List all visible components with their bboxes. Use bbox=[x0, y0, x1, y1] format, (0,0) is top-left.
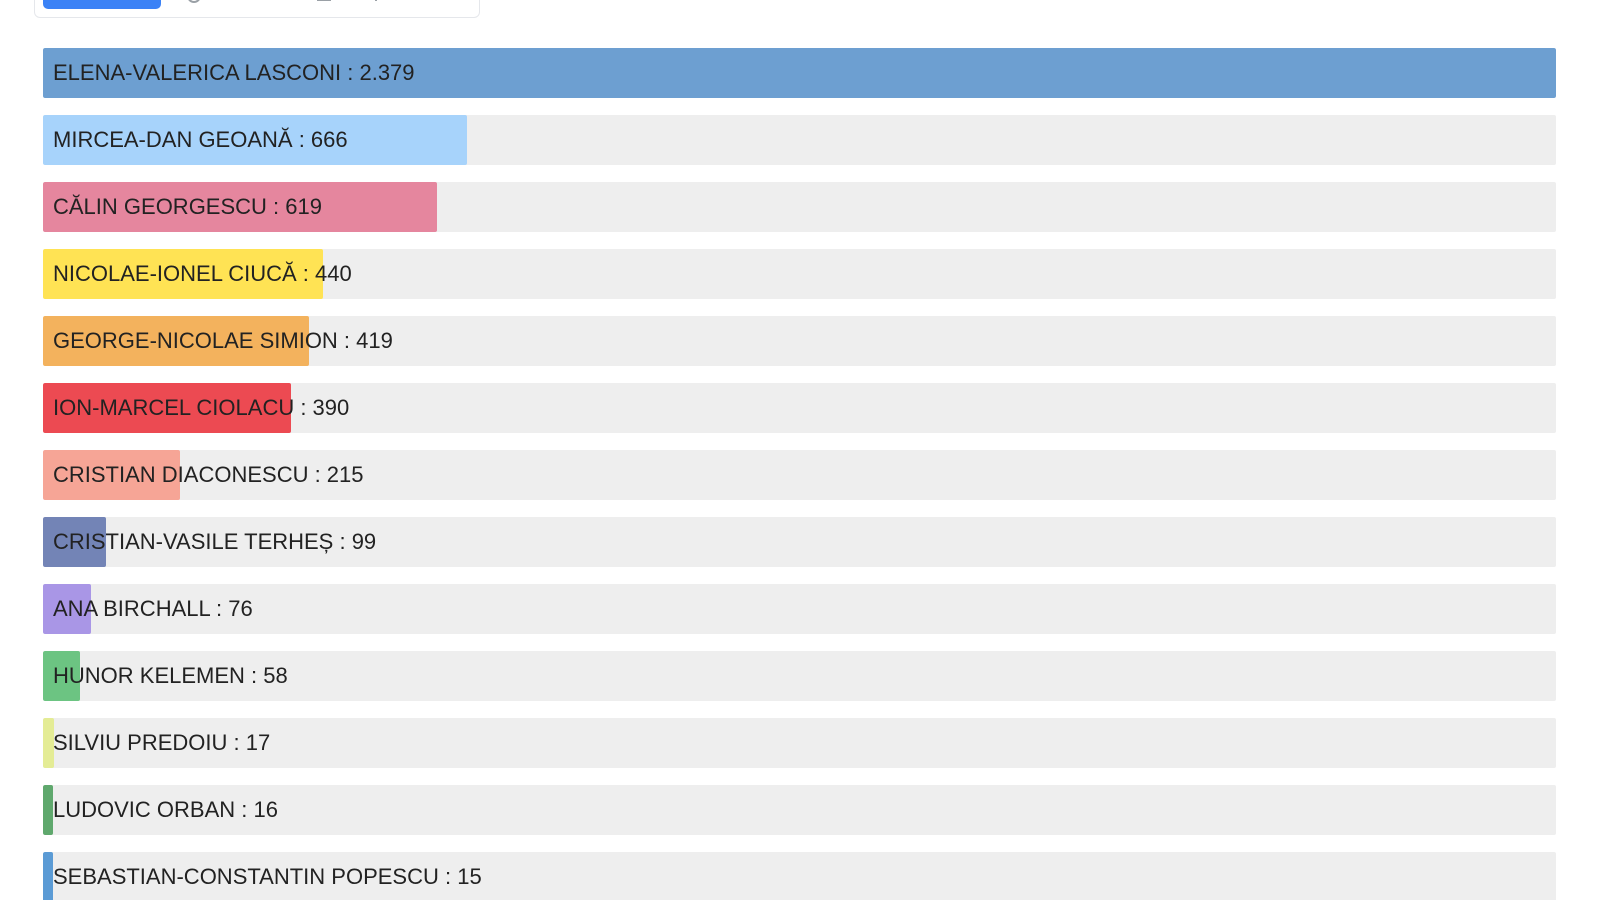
bar-fill bbox=[43, 718, 54, 768]
bar-label: SEBASTIAN-CONSTANTIN POPESCU : 15 bbox=[53, 864, 482, 889]
bar-fill bbox=[43, 249, 323, 299]
bar-fill bbox=[43, 48, 1556, 98]
bar-label: CRISTIAN DIACONESCU : 215 bbox=[53, 462, 364, 487]
bar-label: NICOLAE-IONEL CIUCĂ : 440 bbox=[53, 261, 352, 286]
bar-label: HUNOR KELEMEN : 58 bbox=[53, 663, 288, 688]
bar-label: LUDOVIC ORBAN : 16 bbox=[53, 797, 278, 822]
bar-fill bbox=[43, 517, 106, 567]
bar-label: ANA BIRCHALL : 76 bbox=[53, 596, 253, 621]
bar-row[interactable]: ANA BIRCHALL : 76 bbox=[43, 584, 1556, 634]
bar-view-button[interactable] bbox=[43, 0, 161, 9]
more-icon[interactable] bbox=[375, 0, 379, 1]
bar-fill bbox=[43, 115, 467, 165]
bar-fill bbox=[43, 584, 92, 634]
bar-row[interactable]: LUDOVIC ORBAN : 16 bbox=[43, 785, 1556, 835]
bar-label: MIRCEA-DAN GEOANĂ : 666 bbox=[53, 127, 348, 152]
bar-label: SILVIU PREDOIU : 17 bbox=[53, 730, 271, 755]
bar-row[interactable]: ELENA-VALERICA LASCONI : 2.379 bbox=[43, 48, 1556, 98]
bar-row[interactable]: MIRCEA-DAN GEOANĂ : 666 bbox=[43, 115, 1556, 165]
bar-label: ELENA-VALERICA LASCONI : 2.379 bbox=[53, 60, 415, 85]
bar-label: CRISTIAN-VASILE TERHEȘ : 99 bbox=[53, 529, 377, 554]
bar-fill bbox=[43, 785, 54, 835]
bar-fill bbox=[43, 651, 80, 701]
bar-row[interactable]: GEORGE-NICOLAE SIMION : 419 bbox=[43, 316, 1556, 366]
bar-fill bbox=[43, 852, 53, 900]
bar-fill bbox=[43, 383, 292, 433]
bar-row[interactable]: CRISTIAN-VASILE TERHEȘ : 99 bbox=[43, 517, 1556, 567]
pie-view-icon[interactable] bbox=[187, 0, 201, 3]
bar-row[interactable]: CRISTIAN DIACONESCU : 215 bbox=[43, 450, 1556, 500]
bar-fill bbox=[43, 182, 437, 232]
bar-label: ION-MARCEL CIOLACU : 390 bbox=[53, 395, 350, 420]
bar-row[interactable]: SILVIU PREDOIU : 17 bbox=[43, 718, 1556, 768]
chart-toolbar bbox=[34, 0, 480, 18]
bar-row[interactable]: SEBASTIAN-CONSTANTIN POPESCU : 15 bbox=[43, 852, 1556, 900]
bar-chart: ELENA-VALERICA LASCONI : 2.379 MIRCEA-DAN… bbox=[43, 48, 1556, 900]
bar-row[interactable]: HUNOR KELEMEN : 58 bbox=[43, 651, 1556, 701]
bar-label: CĂLIN GEORGESCU : 619 bbox=[53, 194, 322, 219]
bar-row[interactable]: CĂLIN GEORGESCU : 619 bbox=[43, 182, 1556, 232]
bar-row[interactable]: NICOLAE-IONEL CIUCĂ : 440 bbox=[43, 249, 1556, 299]
table-view-icon[interactable] bbox=[317, 0, 331, 1]
bar-fill bbox=[43, 450, 180, 500]
bar-row[interactable]: ION-MARCEL CIOLACU : 390 bbox=[43, 383, 1556, 433]
bar-fill bbox=[43, 316, 310, 366]
bar-label: GEORGE-NICOLAE SIMION : 419 bbox=[53, 328, 393, 353]
